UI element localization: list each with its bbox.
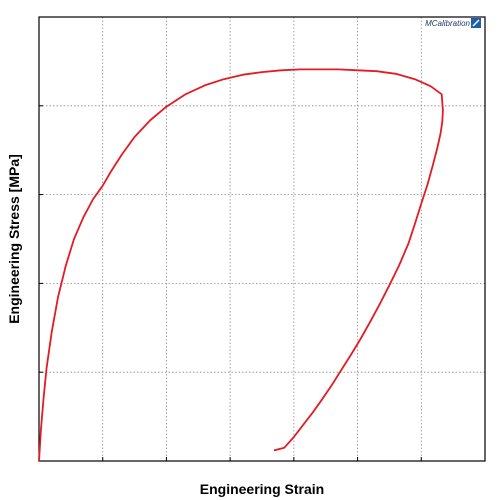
plot-frame xyxy=(38,16,486,462)
logo-slash-icon xyxy=(472,19,480,27)
logo-text: MCalibration xyxy=(425,19,470,28)
stress-strain-series-line xyxy=(38,68,444,462)
grid-lines xyxy=(39,17,485,461)
series-layer xyxy=(38,68,444,462)
y-axis-label: Engineering Stress [MPa] xyxy=(6,154,22,324)
axis-ticks xyxy=(38,16,486,462)
mcalibration-logo: MCalibration xyxy=(425,18,481,28)
x-axis-label: Engineering Strain xyxy=(200,481,324,497)
